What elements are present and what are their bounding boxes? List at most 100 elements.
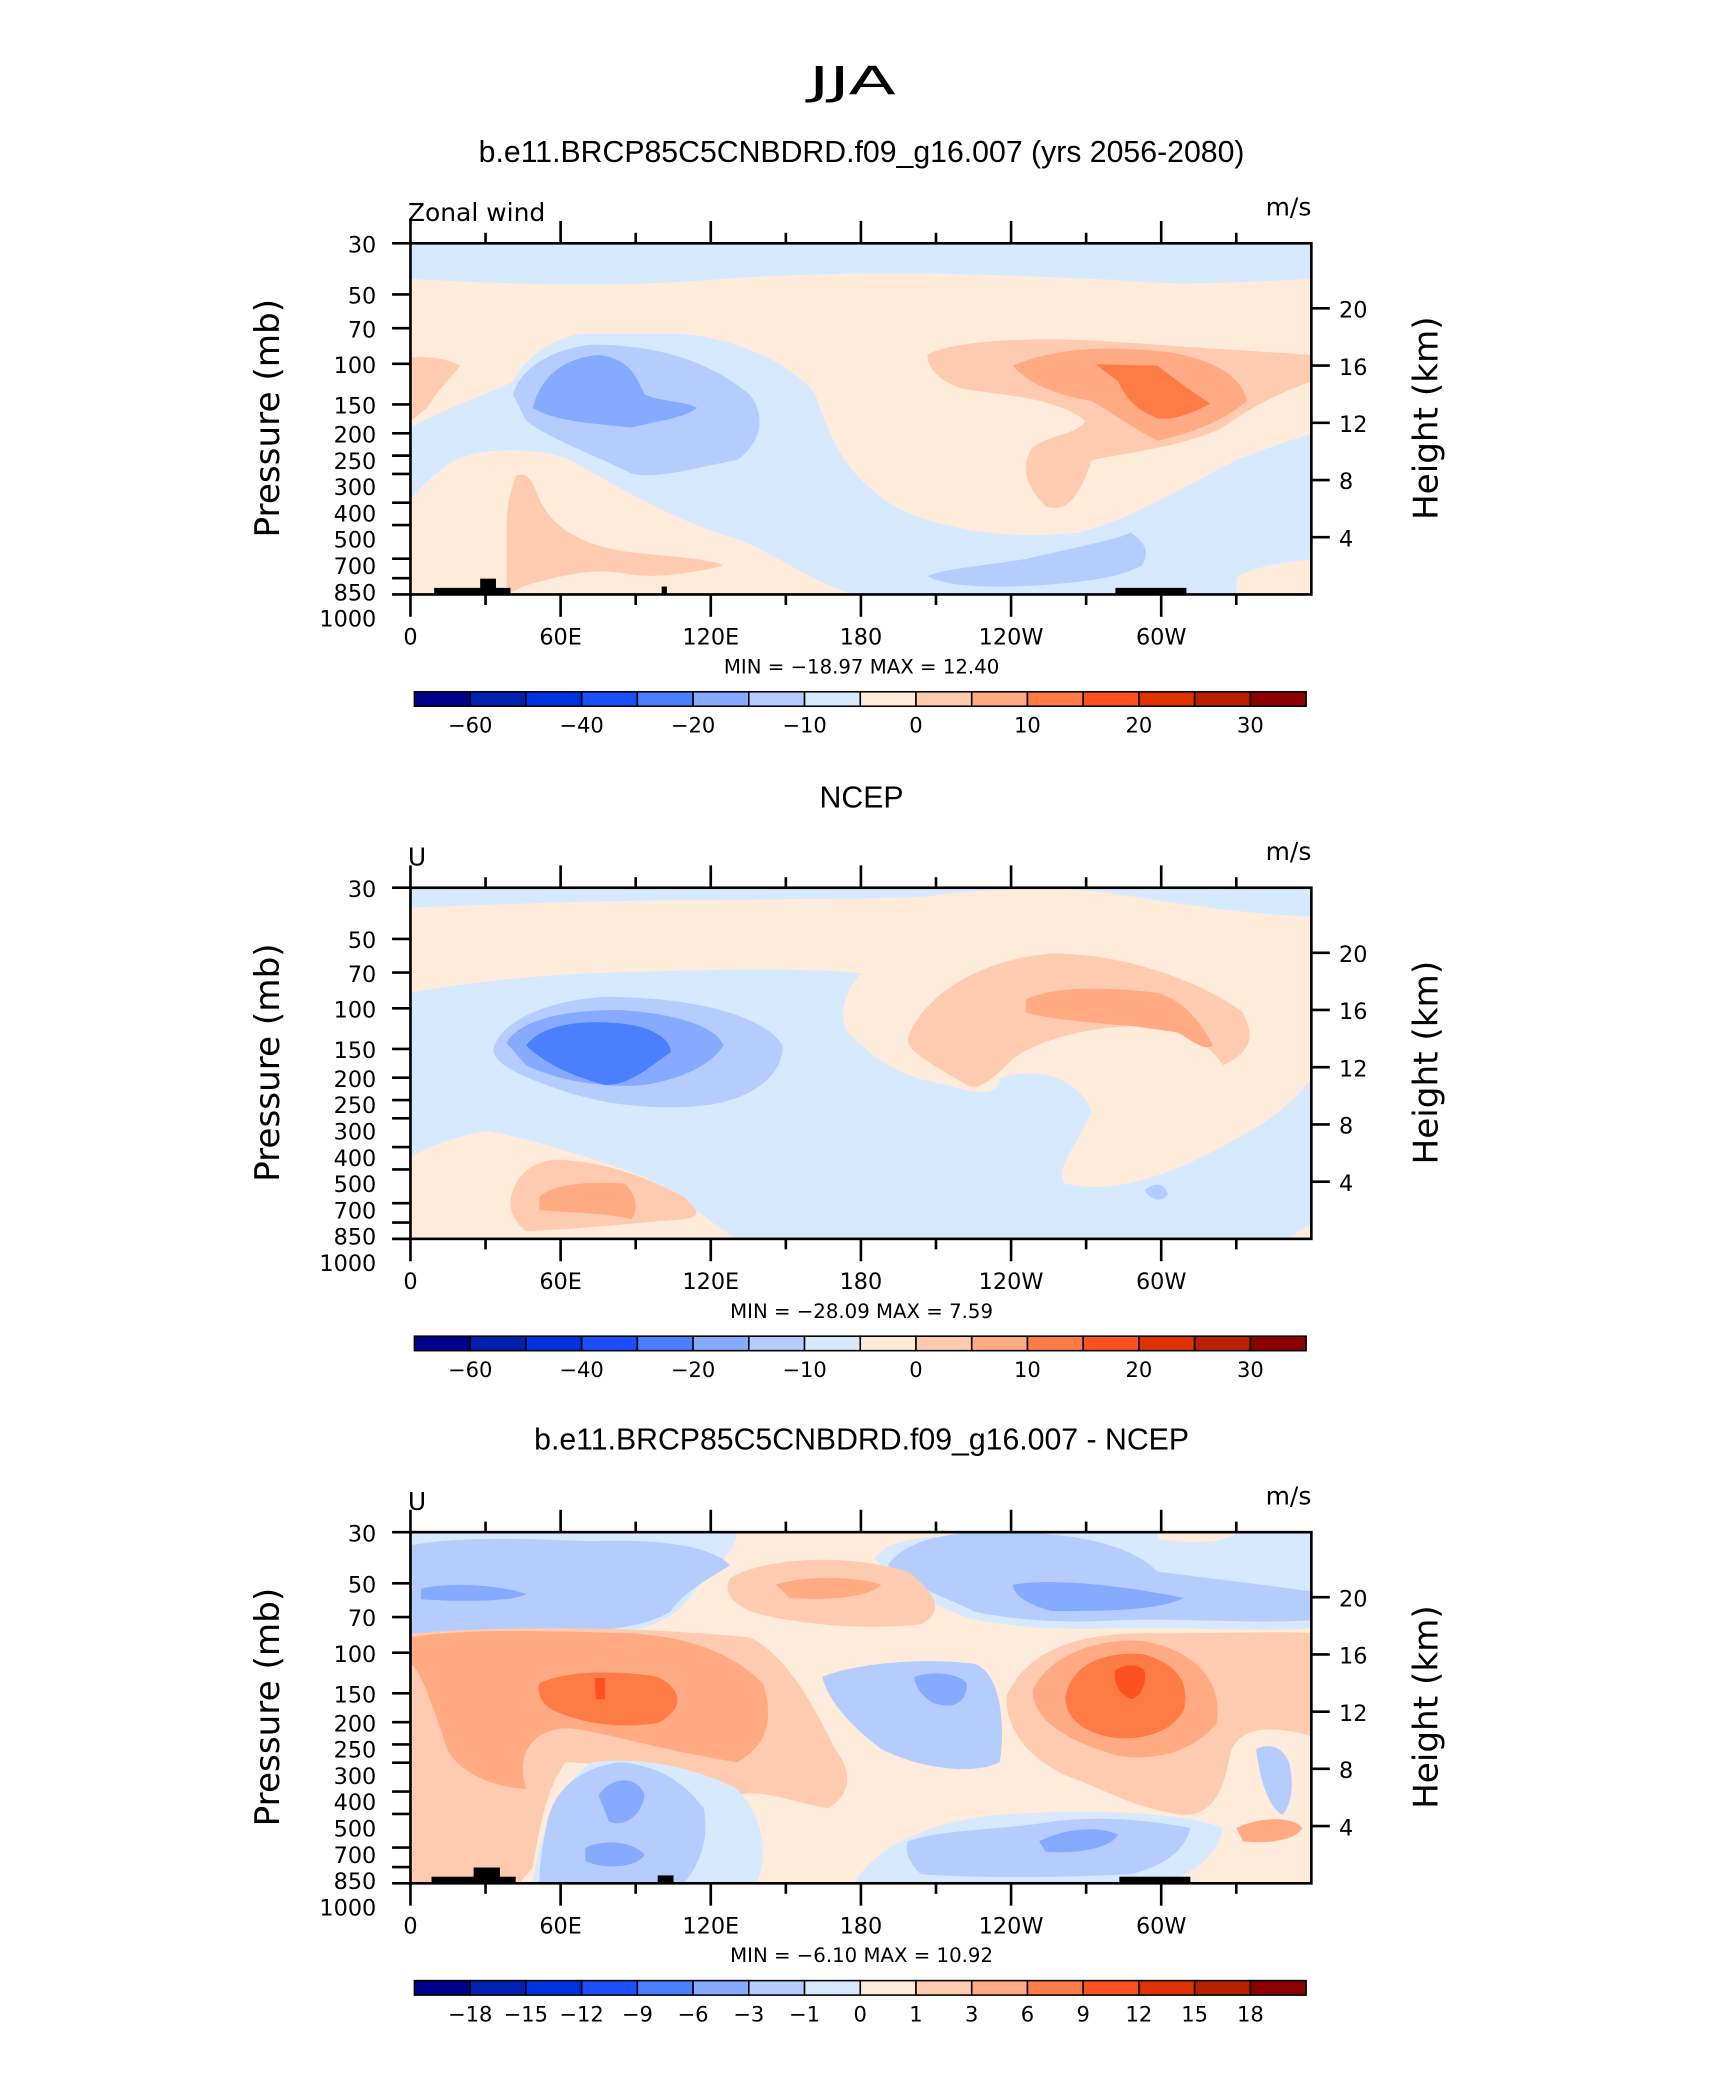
- colorbar-label: 1: [909, 2001, 922, 2026]
- y-tick-label: 400: [334, 1146, 377, 1172]
- colorbar-box: [1138, 1335, 1196, 1352]
- colorbar-box: [803, 1335, 862, 1352]
- y-tick-label: 100: [334, 998, 377, 1024]
- x-tick-label: 120E: [682, 1269, 739, 1295]
- y2-tick-label: 16: [1339, 1644, 1367, 1670]
- colorbar-box: [915, 1335, 973, 1352]
- y-tick-label: 70: [348, 317, 376, 343]
- colorbar-label: −15: [504, 2001, 548, 2026]
- colorbar-label: −9: [622, 2001, 653, 2026]
- units-label: m/s: [1266, 193, 1312, 222]
- y-tick-label: 200: [334, 422, 377, 448]
- y-tick-label: 100: [334, 1642, 377, 1668]
- colorbar-box: [1193, 690, 1252, 708]
- x-tick-label: 120E: [682, 1913, 739, 1939]
- y2-tick-label: 8: [1339, 1758, 1353, 1784]
- min-max-label: MIN = −28.09 MAX = 7.59: [730, 1300, 993, 1323]
- y-tick-label: 700: [334, 1198, 377, 1224]
- colorbar-box: [859, 1979, 917, 1996]
- y-tick-label: 250: [334, 1093, 377, 1119]
- y-tick-label: 70: [348, 962, 376, 988]
- y-tick-label: 400: [334, 1790, 377, 1816]
- y2-tick-label: 16: [1339, 999, 1367, 1025]
- panel-title: b.e11.BRCP85C5CNBDRD.f09_g16.007 (yrs 20…: [479, 136, 1245, 169]
- colorbar-label: −40: [559, 1357, 603, 1382]
- y-tick-label: 50: [348, 928, 376, 954]
- colorbar-box: [915, 1979, 973, 1996]
- colorbar: −18 −15 −12 −9 −6 −3 −1 0 1 3 6 9 12 15 18: [413, 1979, 1307, 2026]
- colorbar-box: [525, 1335, 583, 1352]
- colorbar-box: [469, 1335, 527, 1352]
- x-tick-label: 120W: [979, 624, 1044, 650]
- colorbar-box: [525, 1979, 583, 1996]
- y-tick-label: 850: [334, 580, 377, 606]
- y-tick-label: 850: [334, 1225, 377, 1251]
- colorbar-label: 0: [909, 713, 922, 738]
- colorbar-label: 0: [909, 1357, 922, 1382]
- y-tick-label: 30: [348, 233, 376, 259]
- colorbar-box: [413, 1979, 471, 1996]
- y2-tick-label: 8: [1339, 1114, 1353, 1140]
- panel-difference: b.e11.BRCP85C5CNBDRD.f09_g16.007 - NCEP U…: [248, 1423, 1447, 2026]
- y2-tick-label: 12: [1339, 1701, 1367, 1727]
- y-tick-label: 700: [334, 554, 377, 580]
- y-tick-label: 400: [334, 501, 377, 527]
- colorbar-box: [1082, 1335, 1140, 1352]
- y-tick-label: 500: [334, 1817, 377, 1843]
- y-axis-label: Pressure (mb): [248, 1588, 288, 1827]
- y2-axis-label: Height (km): [1407, 961, 1447, 1165]
- y-tick-label: 100: [334, 353, 377, 379]
- left-string: U: [408, 842, 426, 871]
- colorbar-box: [748, 690, 806, 708]
- y2-tick-label: 4: [1339, 1815, 1353, 1841]
- colorbar-box: [1249, 690, 1307, 708]
- colorbar-box: [1249, 1335, 1307, 1352]
- colorbar-box: [915, 690, 973, 708]
- colorbar-label: −20: [671, 1357, 715, 1382]
- colorbar-label: 30: [1237, 1357, 1264, 1382]
- contour-field: [410, 1532, 1312, 1884]
- y-tick-label: 300: [334, 1764, 377, 1790]
- colorbar-label: 18: [1237, 2001, 1264, 2026]
- y2-tick-label: 20: [1339, 942, 1367, 968]
- colorbar-box: [692, 1979, 750, 1996]
- y2-tick-label: 20: [1339, 298, 1367, 324]
- colorbar-box: [970, 1979, 1029, 1996]
- colorbar-label: 12: [1126, 2001, 1153, 2026]
- figure-title: JJA: [804, 59, 896, 105]
- colorbar-box: [580, 1979, 639, 1996]
- colorbar-box: [636, 1979, 694, 1996]
- colorbar-box: [970, 1335, 1029, 1352]
- min-max-label: MIN = −6.10 MAX = 10.92: [730, 1944, 993, 1967]
- y-tick-label: 150: [334, 1683, 377, 1709]
- colorbar-label: −10: [782, 1357, 826, 1382]
- y2-tick-label: 4: [1339, 1171, 1353, 1197]
- colorbar-label: −12: [559, 2001, 603, 2026]
- y-tick-label: 1000: [319, 1895, 376, 1921]
- contour-field: [410, 887, 1312, 1239]
- colorbar-box: [748, 1979, 806, 1996]
- topography-mask: [431, 1867, 1191, 1884]
- y-tick-label: 30: [348, 877, 376, 903]
- colorbar-box: [859, 690, 917, 708]
- colorbar-box: [859, 1335, 917, 1352]
- colorbar-box: [580, 690, 639, 708]
- y2-tick-label: 20: [1339, 1586, 1367, 1612]
- colorbar-label: 10: [1014, 713, 1041, 738]
- colorbar-box: [1026, 1335, 1084, 1352]
- topography-mask: [434, 578, 1187, 595]
- colorbar-box: [1193, 1979, 1252, 1996]
- y2-axis-label: Height (km): [1407, 1605, 1447, 1809]
- colorbar-label: −60: [448, 713, 492, 738]
- colorbar-box: [803, 1979, 862, 1996]
- colorbar-box: [1026, 1979, 1084, 1996]
- colorbar-box: [469, 690, 527, 708]
- colorbar-label: −20: [671, 713, 715, 738]
- y-axis-label: Pressure (mb): [248, 943, 288, 1182]
- contour-field: [410, 243, 1312, 595]
- colorbar-box: [1193, 1335, 1252, 1352]
- colorbar: −60 −40 −20 −10 0 10 20 30: [413, 690, 1307, 738]
- panel-title: b.e11.BRCP85C5CNBDRD.f09_g16.007 - NCEP: [534, 1423, 1189, 1456]
- y-tick-label: 700: [334, 1843, 377, 1869]
